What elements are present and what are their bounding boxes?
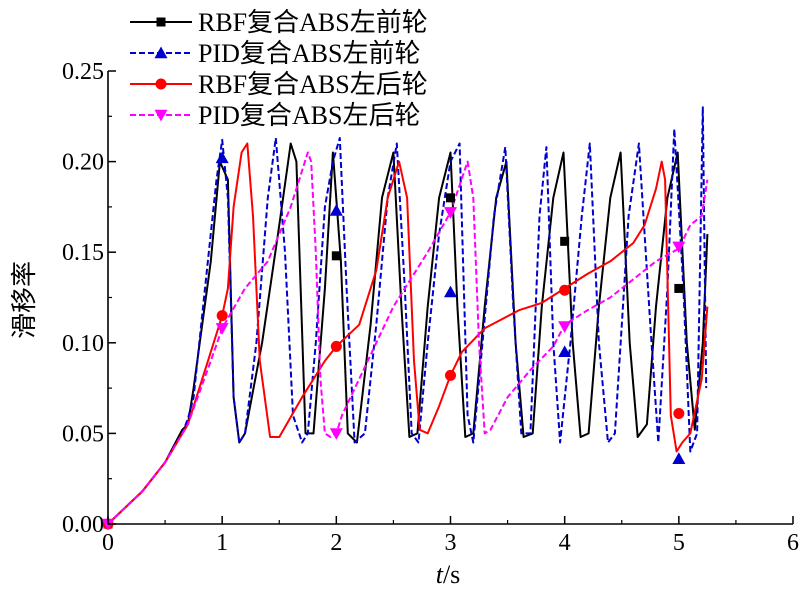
series-1-marker: [558, 345, 572, 358]
legend-marker-0: [156, 17, 166, 27]
legend: RBF复合ABS左前轮PID复合ABS左前轮RBF复合ABS左后轮PID复合AB…: [130, 8, 428, 130]
x-tick-label: 5: [673, 530, 685, 556]
series-1-marker: [672, 452, 686, 464]
series-2-marker: [445, 369, 456, 381]
series-3-marker: [558, 321, 572, 333]
y-tick-label: 0.25: [62, 59, 104, 85]
series-0-marker: [674, 283, 684, 293]
series-1-marker: [444, 285, 457, 298]
series-line-1: [107, 106, 708, 525]
x-tick-label: 6: [787, 530, 799, 556]
plot-lines: [107, 106, 709, 525]
y-tick-label: 0.00: [62, 512, 104, 538]
legend-marker-3: [154, 109, 168, 122]
y-tick-label: 0.10: [62, 331, 104, 357]
series-line-3: [107, 151, 709, 525]
legend-marker-2: [155, 78, 167, 90]
y-tick-label: 0.05: [62, 421, 104, 447]
series-0-marker: [331, 251, 341, 261]
x-tick-label: 0: [102, 530, 114, 556]
plot-markers: [101, 151, 686, 531]
series-2-marker: [673, 407, 685, 419]
y-tick-label: 0.20: [62, 150, 104, 176]
x-tick-label: 4: [559, 530, 571, 556]
series-3-marker: [444, 207, 457, 219]
x-axis-label: t/s: [436, 560, 461, 589]
axes: 0 1 2 3 4 5 6 0.00 0.05 0.10 0.15 0.20 0.25: [62, 59, 799, 556]
legend-marker-1: [154, 46, 168, 59]
x-axis-label-unit: /s: [443, 560, 460, 589]
y-axis-label: 滑移率: [10, 261, 39, 339]
x-axis-label-var: t: [436, 560, 444, 589]
y-tick-label: 0.15: [62, 240, 104, 266]
legend-label-1: PID复合ABS左前轮: [198, 39, 420, 68]
series-1-marker: [329, 204, 343, 216]
series-2-marker: [330, 340, 342, 352]
series-3-marker: [329, 428, 343, 440]
x-tick-label: 3: [445, 530, 457, 556]
series-1-marker: [215, 151, 229, 164]
series-2-marker: [216, 310, 228, 322]
series-3-marker: [215, 323, 229, 335]
series-2-marker: [559, 284, 571, 296]
series-line-0: [107, 142, 709, 525]
x-tick-label: 2: [330, 530, 342, 556]
legend-label-3: PID复合ABS左后轮: [198, 101, 420, 130]
x-tick-label: 1: [216, 530, 228, 556]
series-3-marker: [672, 241, 686, 254]
legend-label-0: RBF复合ABS左前轮: [198, 8, 428, 37]
series-0-marker: [446, 193, 455, 203]
series-0-marker: [560, 236, 570, 246]
legend-label-2: RBF复合ABS左后轮: [198, 70, 428, 99]
